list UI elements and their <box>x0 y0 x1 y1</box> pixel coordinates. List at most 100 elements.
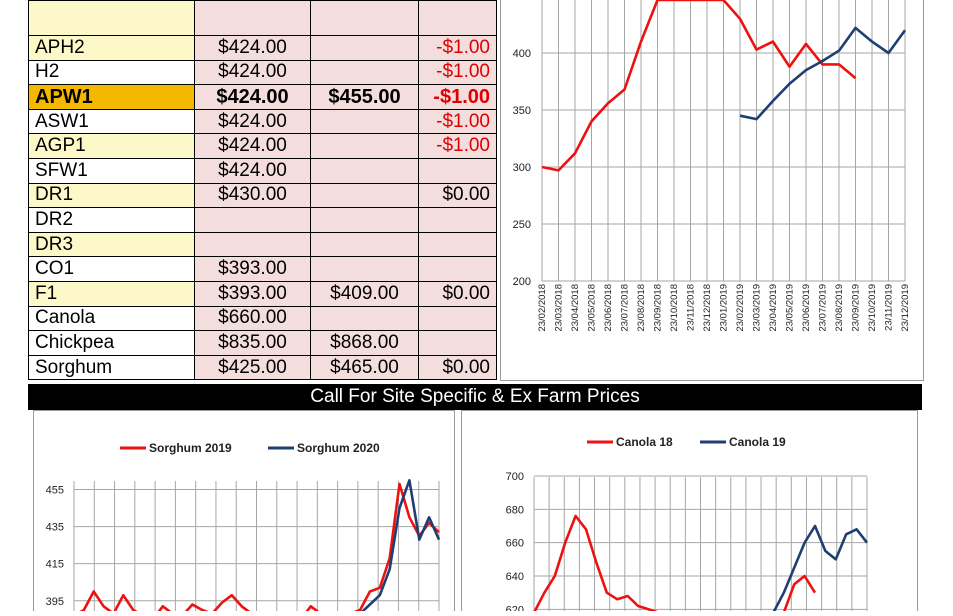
second-price-cell <box>310 35 419 61</box>
second-price-cell <box>310 108 419 135</box>
x-tick-label: 23/08/2018 <box>636 284 647 332</box>
second-price-cell: $868.00 <box>310 330 419 356</box>
series-line <box>532 514 817 616</box>
price-cell: $424.00 <box>194 84 311 110</box>
change-cell: -$1.00 <box>418 133 497 159</box>
price-row: DR3 <box>28 231 497 258</box>
y-tick-label: 200 <box>513 276 531 288</box>
x-tick-label: 23/03/2018 <box>554 284 565 332</box>
y-tick-label: 435 <box>46 522 64 534</box>
grade-cell: F1 <box>28 280 195 307</box>
second-price-cell <box>310 207 419 233</box>
x-tick-label: 23/12/2018 <box>702 284 713 332</box>
grade-cell: Chickpea <box>28 330 195 356</box>
grade-cell: Canola <box>28 305 195 332</box>
x-tick-label: 23/12/2019 <box>900 284 911 332</box>
second-price-cell <box>310 0 419 36</box>
y-tick-label: 300 <box>513 162 531 174</box>
change-cell: -$1.00 <box>418 59 497 86</box>
change-cell: -$1.00 <box>418 35 497 61</box>
y-tick-label: 400 <box>513 48 531 60</box>
price-cell <box>194 0 311 36</box>
x-tick-label: 23/02/2019 <box>735 284 746 332</box>
grade-cell: H2 <box>28 59 195 86</box>
price-cell: $424.00 <box>194 157 311 184</box>
x-tick-label: 23/01/2019 <box>719 284 730 332</box>
second-price-cell <box>310 182 419 209</box>
x-tick-label: 23/09/2019 <box>851 284 862 332</box>
price-cell: $835.00 <box>194 330 311 356</box>
grade-cell <box>28 0 195 36</box>
price-row: DR1 $430.00 $0.00 <box>28 182 497 209</box>
prices-table: APH2 $424.00 -$1.00 H2 $424.00 -$1.00 APW1 $424… <box>28 0 497 381</box>
change-cell <box>418 330 497 356</box>
grade-cell: ASW1 <box>28 108 195 135</box>
price-cell <box>194 207 311 233</box>
grade-cell: DR2 <box>28 207 195 233</box>
x-tick-label: 23/03/2019 <box>752 284 763 332</box>
change-cell <box>418 0 497 36</box>
x-tick-label: 23/04/2019 <box>768 284 779 332</box>
change-cell: $0.00 <box>418 182 497 209</box>
change-cell: $0.00 <box>418 280 497 307</box>
legend-label: Sorghum 2019 <box>149 441 232 455</box>
x-tick-label: 23/09/2018 <box>653 284 664 332</box>
x-tick-label: 23/06/2018 <box>603 284 614 332</box>
grade-cell: DR3 <box>28 231 195 258</box>
y-tick-label: 450 <box>513 0 531 3</box>
x-tick-label: 23/05/2018 <box>587 284 598 332</box>
change-cell: -$1.00 <box>418 84 497 110</box>
price-history-chart: 200 250 300 350 400 450 23/02/2018 23/03/2018 23… <box>513 0 911 332</box>
y-tick-label: 680 <box>506 504 524 516</box>
grade-cell: AGP1 <box>28 133 195 159</box>
grade-cell: SFW1 <box>28 157 195 184</box>
y-tick-label: 640 <box>506 571 524 583</box>
second-price-cell: $409.00 <box>310 280 419 307</box>
price-row: Canola $660.00 <box>28 305 497 332</box>
x-tick-label: 23/10/2018 <box>669 284 680 332</box>
price-row: F1 $393.00 $409.00 $0.00 <box>28 280 497 307</box>
price-row: Chickpea $835.00 $868.00 <box>28 330 497 356</box>
x-tick-label: 23/11/2018 <box>686 284 697 331</box>
y-tick-label: 350 <box>513 105 531 117</box>
x-tick-label: 23/05/2019 <box>785 284 796 332</box>
price-row: APH2 $424.00 -$1.00 <box>28 35 497 61</box>
x-tick-label: 23/04/2018 <box>570 284 581 332</box>
change-cell <box>418 256 497 282</box>
price-row: CO1 $393.00 <box>28 256 497 282</box>
series-line <box>758 524 869 616</box>
legend-label: Canola 18 <box>616 435 673 449</box>
change-cell <box>418 207 497 233</box>
price-row: DR2 <box>28 207 497 233</box>
x-tick-label: 23/07/2019 <box>818 284 829 332</box>
x-tick-label: 23/08/2019 <box>834 284 845 332</box>
second-price-cell <box>310 133 419 159</box>
y-tick-label: 700 <box>506 471 524 483</box>
legend-label: Sorghum 2020 <box>297 441 380 455</box>
price-row: Sorghum $425.00 $465.00 $0.00 <box>28 354 497 381</box>
site-specific-prices-banner: Call For Site Specific & Ex Farm Prices <box>28 384 922 410</box>
sorghum-chart-panel: 395 415 435 455 Sorghum 2019 Sorghum 2020 <box>33 410 455 616</box>
price-cell: $424.00 <box>194 59 311 86</box>
x-tick-label: 23/02/2018 <box>537 284 548 332</box>
second-price-cell: $455.00 <box>310 84 419 110</box>
change-cell <box>418 305 497 332</box>
price-history-chart-panel: 200 250 300 350 400 450 23/02/2018 23/03/2018 23… <box>500 0 924 381</box>
grade-cell: Sorghum <box>28 354 195 381</box>
series-line <box>541 0 857 172</box>
y-tick-label: 250 <box>513 219 531 231</box>
price-cell: $425.00 <box>194 354 311 381</box>
sorghum-chart: 395 415 435 455 Sorghum 2019 Sorghum 2020 <box>46 441 441 616</box>
y-tick-label: 415 <box>46 559 64 571</box>
y-tick-label: 455 <box>46 485 64 497</box>
price-row: ASW1 $424.00 -$1.00 <box>28 108 497 135</box>
grade-cell: APW1 <box>28 84 195 110</box>
series-line <box>739 26 907 121</box>
second-price-cell <box>310 59 419 86</box>
price-cell <box>194 231 311 258</box>
x-tick-label: 23/07/2018 <box>620 284 631 332</box>
price-cell: $430.00 <box>194 182 311 209</box>
price-row: SFW1 $424.00 <box>28 157 497 184</box>
change-cell <box>418 231 497 258</box>
